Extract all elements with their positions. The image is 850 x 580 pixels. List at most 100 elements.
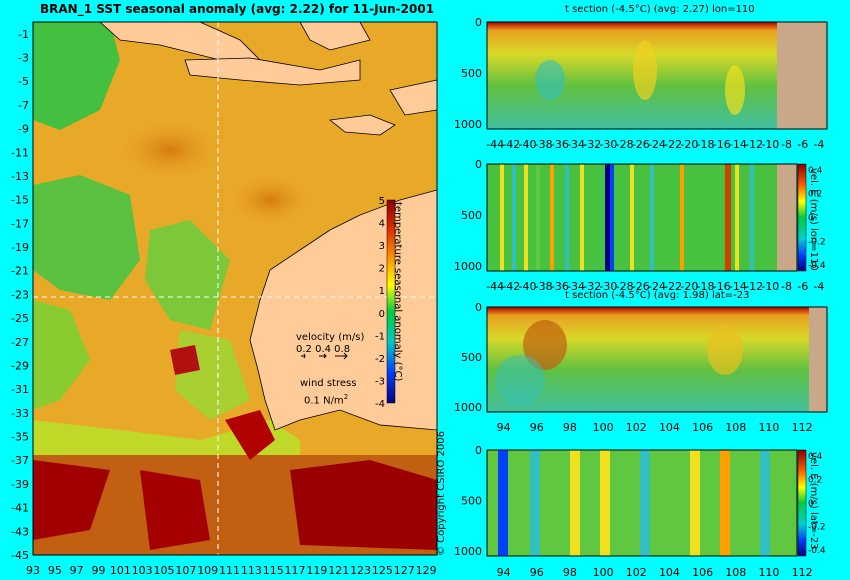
- main-map-x-tick: 121: [328, 564, 349, 577]
- lat-tick: -10: [761, 138, 779, 151]
- main-map-y-tick: -43: [11, 525, 29, 538]
- main-map-x-tick: 101: [110, 564, 131, 577]
- main-colorbar-tick: 1: [379, 286, 385, 297]
- lon-tick: 98: [563, 566, 577, 579]
- depth-tick: 1000: [454, 545, 482, 558]
- main-map-y-tick: -27: [11, 336, 29, 349]
- lat-tick: -32: [583, 280, 601, 293]
- depth-tick: 0: [475, 444, 482, 457]
- map-warm-field: [33, 120, 437, 555]
- main-map-x-tick: 129: [416, 564, 437, 577]
- panel-2-stripes: [500, 164, 754, 271]
- lon-tick: 104: [659, 566, 680, 579]
- panel-2-x-ticks: -44-42-40-38-36-34-32-30-28-26-24-22-20-…: [486, 280, 824, 293]
- lat-tick: -16: [713, 138, 731, 151]
- panel-2-colorbar-ticks: 0.4 0.2 0 -0.2 -0.4: [808, 166, 826, 271]
- panel-4-stripe: [530, 450, 540, 556]
- lat-tick: -36: [551, 280, 569, 293]
- main-map: -1-3-5-7-9-11-13-15-17-19-21-23-25-27-29…: [11, 21, 438, 577]
- panel-4-stripe: [760, 450, 770, 556]
- main-colorbar-tick: -3: [375, 376, 385, 387]
- lon-tick: 96: [530, 566, 544, 579]
- lat-tick: -28: [616, 138, 634, 151]
- lon-tick: 102: [626, 421, 647, 434]
- panel-4-stripe: [498, 450, 508, 556]
- main-map-x-tick: 117: [285, 564, 306, 577]
- panel-1-title: t section (-4.5°C) (avg: 2.27) lon=110: [565, 4, 755, 15]
- main-colorbar-tick: -1: [375, 331, 385, 342]
- vel-colorbar-tick: 0.2: [808, 475, 822, 485]
- main-map-x-tick: 115: [263, 564, 284, 577]
- main-colorbar-label: temperature seasonal anomaly (°C): [392, 202, 403, 382]
- main-map-y-tick: -3: [18, 52, 29, 65]
- main-colorbar-tick: 2: [379, 264, 385, 275]
- lat-tick: -44: [486, 138, 504, 151]
- panel-2-stripe: [680, 164, 684, 271]
- panel-4-stripe: [570, 450, 580, 556]
- panel-2-stripe: [550, 164, 554, 271]
- lat-tick: -4: [813, 138, 824, 151]
- main-map-x-ticks: 93 95 97 99 101 103 105 107 109 111 113 115 117 119 12…: [26, 564, 437, 577]
- lon-tick: 102: [626, 566, 647, 579]
- main-map-x-tick: 127: [394, 564, 415, 577]
- section-panels: -44-42-40-38-36-34-32-30-28-26-24-22-20-…: [454, 16, 828, 579]
- lat-tick: -14: [729, 138, 747, 151]
- panel-4-y-ticks: 0 500 1000: [454, 444, 482, 558]
- main-map-y-tick: -19: [11, 241, 29, 254]
- main-map-y-tick: -5: [18, 75, 29, 88]
- main-map-x-tick: 97: [70, 564, 84, 577]
- panel-4-stripe: [640, 450, 650, 556]
- main-colorbar-tick: 0: [379, 309, 385, 320]
- panel-2-stripe: [610, 164, 614, 271]
- depth-tick: 500: [461, 209, 482, 222]
- lat-tick: -26: [632, 280, 650, 293]
- lat-tick: -34: [567, 280, 585, 293]
- panel-1-x-ticks: -44-42-40-38-36-34-32-30-28-26-24-22-20-…: [486, 138, 824, 151]
- main-colorbar-tick: 5: [379, 196, 385, 207]
- panel-2-stripe: [565, 164, 569, 271]
- panel-2-stripe: [725, 164, 731, 271]
- vel-colorbar-tick: 0.2: [808, 190, 822, 200]
- main-map-x-tick: 113: [241, 564, 262, 577]
- wind-label: wind stress: [300, 378, 357, 389]
- panel-2-stripe: [536, 164, 540, 271]
- main-map-x-tick: 119: [306, 564, 327, 577]
- lat-tick: -40: [518, 280, 536, 293]
- main-map-y-tick: -13: [11, 170, 29, 183]
- panel-2-stripe: [750, 164, 754, 271]
- lat-tick: -4: [813, 280, 824, 293]
- lon-tick: 106: [692, 566, 713, 579]
- panel-3-plot: [486, 306, 828, 413]
- panel-2-colorbar-label: vel. E (m/s) lon=110: [808, 168, 819, 271]
- lat-tick: -30: [599, 280, 617, 293]
- map-anomaly-field: [33, 22, 300, 460]
- panel-2-stripe: [605, 164, 611, 271]
- velocity-label: velocity (m/s): [296, 332, 365, 343]
- main-map-x-tick: 107: [175, 564, 196, 577]
- panel-2-stripe: [650, 164, 654, 271]
- lon-tick: 100: [593, 566, 614, 579]
- main-map-y-tick: -29: [11, 359, 29, 372]
- main-map-x-tick: 95: [48, 564, 62, 577]
- panel-3-y-ticks: 0 500 1000: [454, 301, 482, 414]
- lon-tick: 110: [758, 566, 779, 579]
- vel-colorbar-tick: -0.2: [808, 237, 826, 247]
- wind-scale: 0.1 N/m2: [304, 393, 349, 407]
- vel-colorbar-tick: -0.4: [808, 261, 826, 271]
- panel-4-stripes: [498, 450, 770, 556]
- main-map-x-tick: 111: [219, 564, 240, 577]
- main-map-y-tick: -25: [11, 312, 29, 325]
- panel-1-plot: [486, 21, 828, 130]
- main-map-y-tick: -45: [11, 549, 29, 562]
- lon-tick: 100: [593, 421, 614, 434]
- lat-tick: -20: [680, 138, 698, 151]
- depth-tick: 0: [475, 158, 482, 171]
- panel-4-colorbar-label: vel. E (m/s) lat=-23: [808, 452, 819, 550]
- lat-tick: -10: [761, 280, 779, 293]
- vel-colorbar-tick: -0.4: [808, 546, 826, 556]
- lon-tick: 94: [497, 421, 511, 434]
- velocity-legend-arrows: [301, 352, 348, 360]
- main-colorbar-tick: 3: [379, 241, 385, 252]
- vel-colorbar-tick: 0: [808, 499, 814, 509]
- main-map-y-tick: -31: [11, 383, 29, 396]
